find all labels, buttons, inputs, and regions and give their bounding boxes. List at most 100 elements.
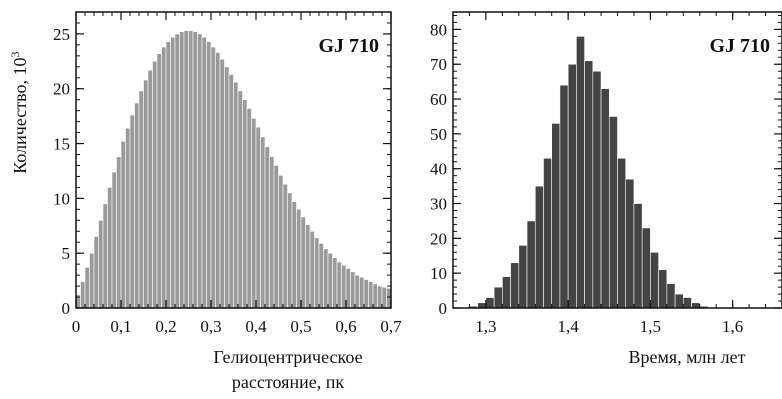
histogram-bar <box>183 30 189 309</box>
histogram-bar <box>485 297 495 309</box>
histogram-bar <box>576 36 585 309</box>
histogram-bar <box>98 220 104 309</box>
histogram-bar <box>102 203 108 309</box>
y-tick-label: 20 <box>53 80 70 99</box>
x-tick-label: 0,3 <box>200 317 221 336</box>
histogram-bar <box>156 53 162 309</box>
histogram-bar <box>666 283 676 309</box>
left-histogram-panel: 0 0,1 0,2 0,3 0,4 0,5 0,6 0,7 0 5 10 15 20 25 GJ 710 Ге… <box>8 11 402 392</box>
histogram-bar <box>237 90 243 309</box>
histogram-bar <box>273 165 279 309</box>
histogram-bar <box>161 46 167 309</box>
histogram-bar <box>84 267 90 309</box>
histogram-bar <box>584 60 594 309</box>
histogram-bar <box>600 88 610 309</box>
y-tick-label: 60 <box>430 90 447 109</box>
x-tick-label: 1,4 <box>558 317 580 336</box>
y-axis-label: Количество, 103 <box>8 52 30 174</box>
x-tick-label: 0,7 <box>380 317 402 336</box>
x-tick-label: 1,5 <box>640 317 661 336</box>
histogram-bar <box>152 61 158 309</box>
y-tick-label: 10 <box>53 189 70 208</box>
histogram-bar <box>291 201 297 309</box>
histogram-bar <box>138 90 144 309</box>
histogram-bar <box>608 116 618 309</box>
histogram-bar <box>641 227 651 309</box>
histogram-bar <box>368 281 374 309</box>
histogram-bar <box>518 245 528 309</box>
histogram-bar <box>617 157 627 309</box>
histogram-bar <box>197 33 203 309</box>
histogram-bar <box>372 283 378 309</box>
histogram-bar <box>224 66 230 309</box>
histogram-bar <box>526 220 536 309</box>
histogram-bar <box>147 69 153 309</box>
histogram-bar <box>206 41 212 309</box>
histogram-bar <box>377 285 383 309</box>
histogram-bar <box>116 156 122 309</box>
x-tick-label: 0,4 <box>245 317 267 336</box>
histogram-bar <box>323 248 329 309</box>
histogram-bar <box>143 79 149 309</box>
histogram-bar <box>691 302 701 309</box>
y-tick-label: 10 <box>430 264 447 283</box>
histogram-bar <box>233 81 239 309</box>
histogram-bar <box>336 261 342 309</box>
histogram-bar <box>264 146 270 309</box>
x-tick-label: 0,6 <box>335 317 356 336</box>
histogram-bar <box>327 252 333 309</box>
histogram-bar <box>674 293 684 309</box>
right-histogram-panel: 1,3 1,4 1,5 1,6 0 10 20 30 40 50 60 70 80 GJ 710 Время… <box>430 11 782 367</box>
histogram-bar <box>120 141 126 309</box>
histogram-bar <box>174 33 180 309</box>
y-tick-label: 70 <box>430 55 447 74</box>
histogram-bar <box>477 302 487 309</box>
y-tick-label: 20 <box>430 229 447 248</box>
histogram-bar <box>318 243 324 309</box>
histogram-bar <box>201 36 207 309</box>
y-tick-label: 50 <box>430 125 447 144</box>
histogram-bar <box>592 70 602 309</box>
histogram-bar <box>682 297 692 309</box>
histogram-bar <box>269 156 275 309</box>
histogram-bar <box>93 236 99 309</box>
histogram-bar <box>134 102 140 309</box>
histogram-bar <box>282 183 288 309</box>
histogram-bar <box>625 178 635 309</box>
histogram-bar <box>255 126 261 309</box>
x-axis-label: Гелиоцентрическое <box>213 347 362 367</box>
histogram-bar <box>215 52 221 309</box>
histogram-bar <box>242 99 248 309</box>
x-axis-label: расстояние, пк <box>232 372 344 392</box>
histogram-bar <box>111 171 117 309</box>
y-tick-label: 0 <box>62 299 71 318</box>
histogram-bar <box>210 46 216 309</box>
x-tick-label: 0,2 <box>155 317 176 336</box>
histogram-bar <box>314 237 320 309</box>
y-tick-label: 5 <box>62 244 71 263</box>
y-tick-label: 15 <box>53 135 70 154</box>
plot-frame <box>75 11 392 309</box>
histogram-bar <box>567 63 577 309</box>
histogram-bar <box>658 269 668 309</box>
x-tick-label: 0,5 <box>290 317 311 336</box>
histogram-bar <box>305 224 311 309</box>
histogram-bar <box>559 84 569 309</box>
histogram-bar <box>350 271 356 309</box>
x-axis-label: Время, млн лет <box>628 347 745 367</box>
histogram-bar <box>493 286 503 309</box>
histogram-bar <box>192 31 198 309</box>
histogram-bar <box>251 118 257 309</box>
histogram-bar <box>179 31 185 309</box>
histogram-bar <box>332 257 338 309</box>
y-axis-label-text: Количество, 10 <box>10 58 30 174</box>
chart-title: GJ 710 <box>709 35 770 57</box>
y-axis-label-superscript: 3 <box>8 52 22 58</box>
histogram-bar <box>89 252 95 309</box>
x-tick-label: 1,6 <box>722 317 743 336</box>
histogram-bar <box>359 276 365 309</box>
histogram-bar <box>363 279 369 309</box>
histogram-bar <box>246 108 252 309</box>
histogram-bar <box>129 114 135 309</box>
